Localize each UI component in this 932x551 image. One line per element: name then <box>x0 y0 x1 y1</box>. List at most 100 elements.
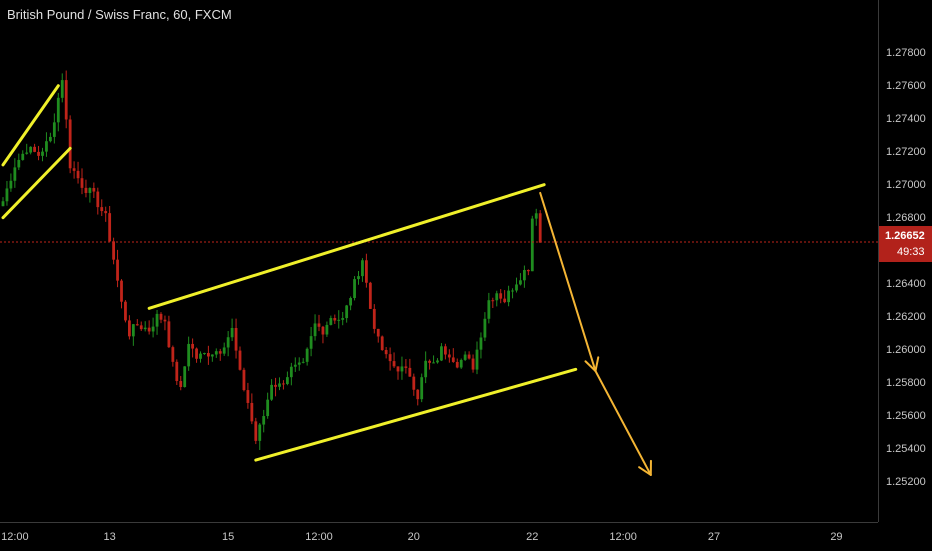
time-tick-label: 15 <box>222 531 234 543</box>
price-tick-label: 1.27800 <box>886 47 926 59</box>
candle-body <box>175 362 178 381</box>
candle-body <box>41 152 44 156</box>
candle-body <box>416 390 419 399</box>
time-tick-label: 27 <box>708 531 720 543</box>
candle-body <box>306 349 309 362</box>
candle-body <box>6 188 9 201</box>
candle-body <box>345 305 348 318</box>
candle-body <box>373 309 376 329</box>
candle-body <box>487 300 490 319</box>
candle-body <box>144 328 147 329</box>
candle-body <box>408 368 411 377</box>
candle-body <box>148 328 151 332</box>
candle-body <box>171 347 174 362</box>
bar-countdown: 49:33 <box>897 246 925 258</box>
time-tick-label: 12:00 <box>609 531 637 543</box>
candle-body <box>519 280 522 284</box>
candle-body <box>385 350 388 354</box>
candle-body <box>329 318 332 325</box>
candle-body <box>81 178 84 188</box>
candle-body <box>69 119 72 168</box>
candle-body <box>199 354 202 359</box>
candle-body <box>337 320 340 321</box>
candle-body <box>266 400 269 416</box>
candle-body <box>527 270 530 271</box>
candle-body <box>507 291 510 302</box>
candle-body <box>89 188 92 193</box>
candle-body <box>25 153 28 154</box>
candle-body <box>286 377 289 384</box>
candle-body <box>96 192 99 208</box>
candle-body <box>17 160 20 167</box>
candle-body <box>235 328 238 351</box>
candle-body <box>480 338 483 350</box>
time-tick-label: 22 <box>526 531 538 543</box>
time-tick-label: 12:00 <box>305 531 333 543</box>
candle-body <box>349 298 352 305</box>
candle-body <box>511 291 514 292</box>
candle-body <box>377 329 380 337</box>
candle-body <box>187 344 190 366</box>
candle-body <box>456 362 459 368</box>
candle-body <box>120 281 123 302</box>
candle-body <box>440 346 443 360</box>
current-price-value: 1.26652 <box>885 230 925 242</box>
candle-body <box>357 276 360 279</box>
price-tick-label: 1.27600 <box>886 80 926 92</box>
price-tick-label: 1.25400 <box>886 443 926 455</box>
candle-body <box>432 362 435 363</box>
candle-body <box>464 355 467 360</box>
candle-body <box>164 320 167 322</box>
candle-body <box>491 300 494 301</box>
candle-body <box>92 188 95 192</box>
candle-body <box>2 201 5 206</box>
candle-body <box>495 293 498 300</box>
candle-body <box>290 367 293 377</box>
candle-body <box>393 361 396 366</box>
candle-body <box>85 188 88 193</box>
candle-body <box>539 213 542 242</box>
candle-body <box>53 122 56 137</box>
candle-body <box>61 80 64 98</box>
candle-body <box>314 323 317 336</box>
candle-body <box>136 324 139 325</box>
candle-body <box>420 377 423 399</box>
candle-body <box>452 357 455 362</box>
candle-body <box>152 327 155 332</box>
candle-body <box>128 320 131 336</box>
price-tick-label: 1.27400 <box>886 113 926 125</box>
candle-body <box>21 154 24 160</box>
candle-body <box>250 403 253 421</box>
candle-body <box>254 421 257 441</box>
time-tick-label: 20 <box>408 531 420 543</box>
candle-body <box>353 279 356 298</box>
candle-body <box>302 362 305 363</box>
candle-body <box>243 370 246 390</box>
candle-body <box>195 349 198 359</box>
candle-body <box>215 351 218 354</box>
candle-body <box>326 325 329 335</box>
candle-body <box>258 425 261 441</box>
candle-body <box>77 171 80 178</box>
candle-body <box>389 354 392 361</box>
candle-body <box>365 260 368 283</box>
candle-body <box>108 213 111 241</box>
candle-body <box>49 137 52 141</box>
candle-body <box>298 363 301 365</box>
candle-body <box>239 351 242 370</box>
candle-body <box>361 260 364 276</box>
candle-body <box>270 385 273 400</box>
candle-body <box>401 366 404 371</box>
candle-body <box>73 168 76 171</box>
candle-body <box>412 377 415 390</box>
candle-body <box>156 314 159 327</box>
candle-body <box>223 347 226 353</box>
price-tick-label: 1.25200 <box>886 476 926 488</box>
candle-body <box>460 360 463 368</box>
candle-body <box>57 98 60 123</box>
candle-body <box>310 336 313 349</box>
price-tick-label: 1.26400 <box>886 278 926 290</box>
